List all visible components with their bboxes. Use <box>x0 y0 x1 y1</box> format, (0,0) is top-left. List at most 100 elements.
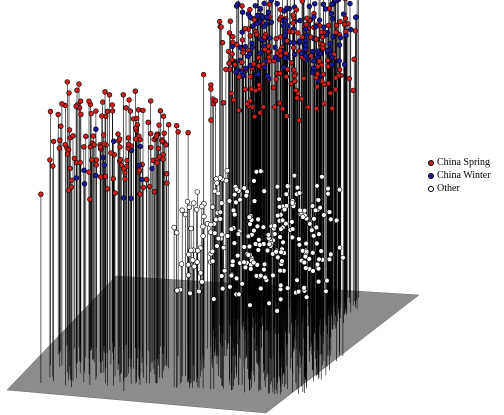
point-other <box>295 288 302 295</box>
point-other <box>258 168 264 174</box>
point-other <box>191 200 197 206</box>
legend-label-china-winter: China Winter <box>437 170 491 181</box>
point-china-spring <box>70 133 76 139</box>
point-china-winter <box>313 23 319 30</box>
point-china-spring <box>97 174 104 180</box>
point-china-spring <box>140 184 147 191</box>
point-china-winter <box>298 50 305 56</box>
point-other <box>242 264 249 271</box>
point-china-winter <box>247 14 253 20</box>
point-other <box>209 204 216 210</box>
point-other <box>311 233 317 239</box>
point-other <box>233 186 240 193</box>
point-china-winter <box>120 195 127 201</box>
point-china-spring <box>225 48 232 55</box>
point-china-winter <box>252 3 259 9</box>
point-china-winter <box>347 0 353 7</box>
point-other <box>312 207 319 214</box>
point-china-spring <box>229 51 235 57</box>
point-china-spring <box>256 82 262 88</box>
point-china-spring <box>125 135 132 141</box>
point-china-spring <box>230 33 236 40</box>
point-other <box>219 273 225 279</box>
point-other <box>219 232 225 238</box>
point-china-winter <box>101 162 108 168</box>
point-china-spring <box>161 130 167 136</box>
point-other <box>311 216 317 222</box>
point-other <box>289 234 295 241</box>
point-china-winter <box>310 48 316 55</box>
point-china-winter <box>341 61 348 68</box>
point-other <box>236 291 242 297</box>
point-china-winter <box>282 17 289 24</box>
point-china-spring <box>102 173 109 180</box>
point-other <box>326 209 333 215</box>
point-other <box>200 223 206 230</box>
point-other <box>245 233 252 240</box>
point-other <box>174 230 180 236</box>
point-other <box>209 248 216 255</box>
point-other <box>208 221 214 228</box>
point-other <box>257 242 263 248</box>
point-other <box>297 207 303 214</box>
point-china-spring <box>228 90 234 97</box>
point-other <box>279 258 285 264</box>
point-china-winter <box>93 172 99 179</box>
point-china-winter <box>327 40 333 47</box>
point-china-spring <box>58 123 64 129</box>
point-other <box>233 199 239 206</box>
point-other <box>239 281 245 287</box>
point-china-spring <box>164 180 170 186</box>
point-other <box>179 207 185 213</box>
point-other <box>283 191 289 197</box>
point-china-spring <box>315 63 321 70</box>
point-other <box>302 253 309 260</box>
point-china-spring <box>148 130 154 137</box>
point-china-spring <box>273 76 279 82</box>
point-china-winter <box>281 64 287 70</box>
point-china-spring <box>157 108 164 114</box>
point-other <box>214 180 220 186</box>
point-china-spring <box>271 104 278 110</box>
point-china-spring <box>121 166 127 172</box>
point-china-spring <box>126 97 132 103</box>
point-other <box>219 200 225 206</box>
point-china-spring <box>134 115 140 122</box>
point-other <box>251 198 258 204</box>
point-china-winter <box>328 10 334 17</box>
point-china-winter <box>272 44 278 50</box>
point-china-spring <box>68 184 75 190</box>
point-other <box>303 248 310 255</box>
point-other <box>251 259 257 266</box>
point-china-spring <box>112 190 118 196</box>
point-china-spring <box>117 144 123 150</box>
point-china-spring <box>352 28 359 34</box>
point-other <box>271 223 278 229</box>
point-other <box>182 211 189 218</box>
point-other <box>262 274 268 281</box>
point-china-winter <box>73 175 80 181</box>
point-china-spring <box>109 108 116 114</box>
point-china-winter <box>310 65 317 71</box>
point-china-spring <box>342 0 348 2</box>
point-china-spring <box>296 117 302 124</box>
point-china-spring <box>239 37 246 43</box>
point-china-spring <box>242 86 248 93</box>
point-china-spring <box>313 105 320 112</box>
point-china-winter <box>348 26 354 33</box>
point-china-winter <box>302 53 309 59</box>
point-other <box>215 235 222 242</box>
legend-marker-china-spring <box>428 159 434 166</box>
point-other <box>296 236 302 242</box>
point-other <box>174 287 180 294</box>
point-other <box>211 296 217 302</box>
point-china-winter <box>282 32 288 39</box>
point-other <box>318 248 324 254</box>
point-china-spring <box>71 155 78 162</box>
point-china-winter <box>340 11 347 17</box>
point-china-winter <box>149 165 155 172</box>
point-china-spring <box>66 90 72 96</box>
point-other <box>285 183 291 189</box>
point-other <box>294 184 301 191</box>
point-other <box>178 261 185 267</box>
